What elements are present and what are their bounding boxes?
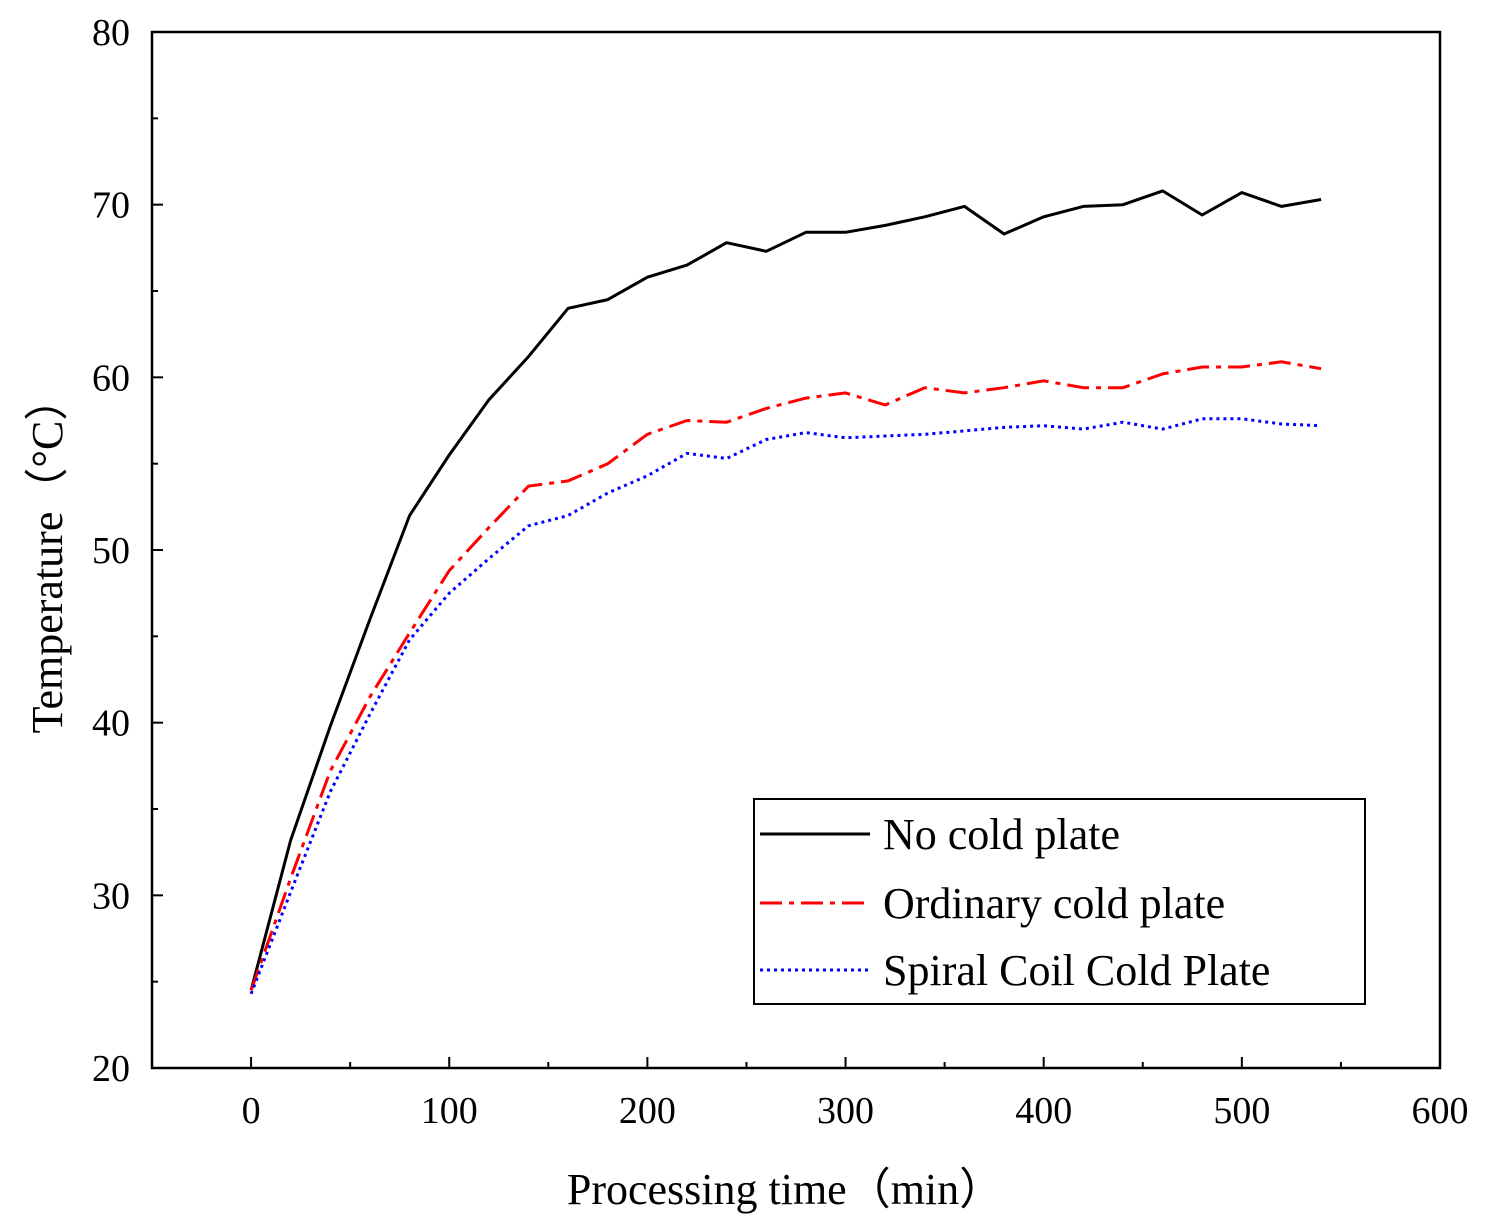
x-tick-label: 100 xyxy=(421,1090,478,1132)
legend-label: Ordinary cold plate xyxy=(883,879,1225,928)
y-tick-label: 80 xyxy=(92,12,130,54)
y-tick-label: 70 xyxy=(92,185,130,227)
x-axis-title: Processing time（min） xyxy=(567,1165,1003,1214)
y-axis-title: Temperature（°C） xyxy=(23,377,72,734)
legend-label: Spiral Coil Cold Plate xyxy=(883,946,1270,995)
legend: No cold plate Ordinary cold plate Spiral C… xyxy=(753,798,1366,1005)
x-tick-label: 200 xyxy=(619,1090,676,1132)
x-tick-label: 400 xyxy=(1015,1090,1072,1132)
y-axis: 20 30 40 50 60 70 80 xyxy=(92,12,163,1090)
series-line-no-cold-plate xyxy=(249,189,1322,991)
series-layer xyxy=(249,189,1322,995)
series-line-spiral-coil-cold-plate xyxy=(249,417,1322,995)
x-axis: 0 100 200 300 400 500 600 xyxy=(242,1057,1469,1132)
y-tick-label: 50 xyxy=(92,530,130,572)
y-tick-label: 20 xyxy=(92,1048,130,1090)
x-tick-label: 300 xyxy=(817,1090,874,1132)
y-tick-label: 60 xyxy=(92,357,130,399)
y-tick-label: 30 xyxy=(92,875,130,917)
x-tick-label: 0 xyxy=(242,1090,261,1132)
x-tick-label: 600 xyxy=(1412,1090,1469,1132)
legend-label: No cold plate xyxy=(883,810,1120,859)
y-tick-label: 40 xyxy=(92,703,130,745)
series-line-ordinary-cold-plate xyxy=(249,360,1322,991)
x-tick-label: 500 xyxy=(1213,1090,1270,1132)
